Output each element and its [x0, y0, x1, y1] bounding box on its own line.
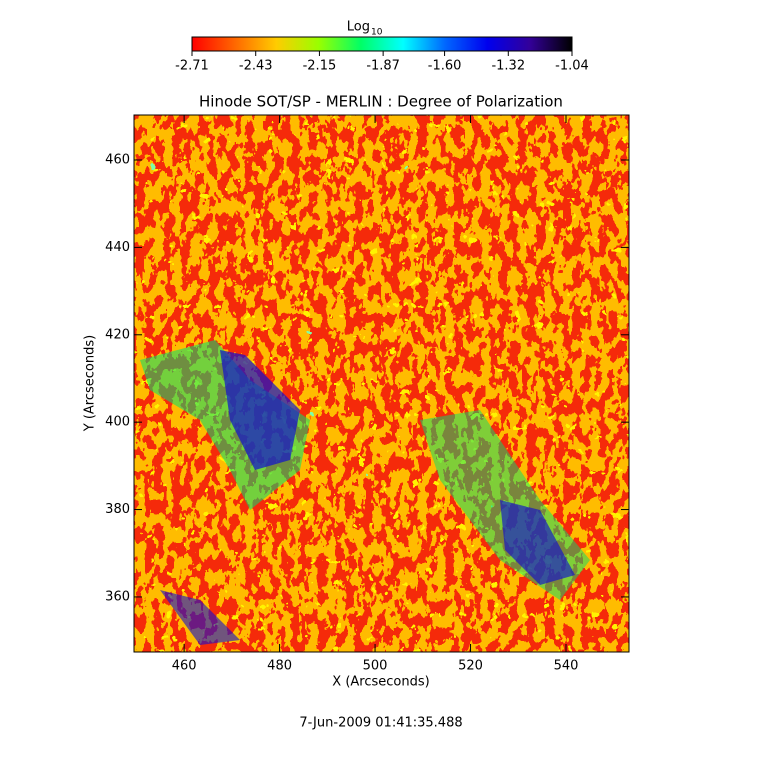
colorbar-tick-label: -2.15 — [303, 59, 337, 74]
x-tick-label: 540 — [554, 659, 579, 674]
footer-date: 7-Jun-2009 01:41:35.488 — [299, 716, 462, 731]
y-tick-label: 400 — [105, 415, 130, 430]
chart-title: Hinode SOT/SP - MERLIN : Degree of Polar… — [199, 93, 563, 111]
y-tick-label: 380 — [105, 502, 130, 517]
colorbar — [191, 36, 573, 52]
y-tick-label: 440 — [105, 240, 130, 255]
x-tick-label: 480 — [267, 659, 292, 674]
x-tick-label: 460 — [172, 659, 197, 674]
colorbar-label-sub: 10 — [371, 28, 383, 38]
colorbar-tick-label: -2.71 — [175, 59, 209, 74]
colorbar-tick-label: -1.87 — [366, 59, 400, 74]
colorbar-tick-label: -1.32 — [491, 59, 525, 74]
y-tick-label: 360 — [105, 589, 130, 604]
x-tick-label: 520 — [458, 659, 483, 674]
colorbar-tick-label: -1.04 — [555, 59, 589, 74]
x-tick-label: 500 — [363, 659, 388, 674]
y-tick-label: 460 — [105, 153, 130, 168]
colorbar-label: Log — [347, 20, 370, 35]
y-tick-label: 420 — [105, 327, 130, 342]
colorbar-tick-label: -2.43 — [239, 59, 273, 74]
solar-image — [134, 115, 629, 652]
y-axis-label: Y (Arcseconds) — [83, 335, 98, 432]
colorbar-tick-label: -1.60 — [428, 59, 462, 74]
plot-frame — [133, 114, 630, 653]
x-axis-label: X (Arcseconds) — [332, 675, 429, 690]
